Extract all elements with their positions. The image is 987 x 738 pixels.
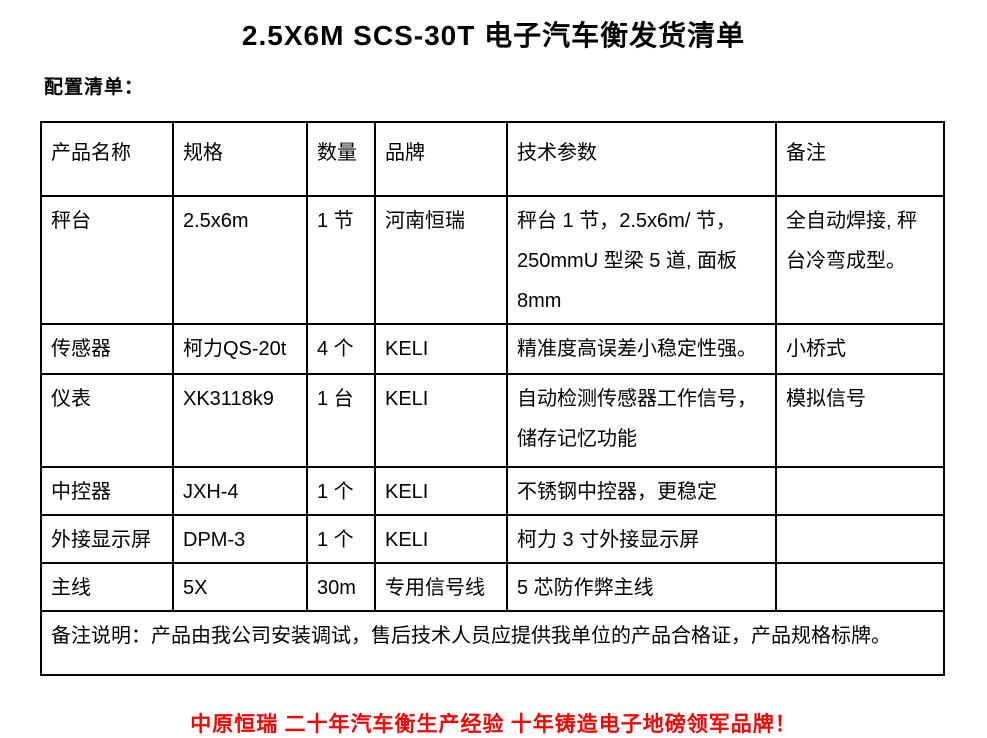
cell-quantity: 30m [306, 562, 376, 612]
cell-tech-params: 自动检测传感器工作信号，储存记忆功能 [506, 373, 777, 468]
col-header-product-name: 产品名称 [40, 121, 174, 197]
table-row-load-cell: 传感器 柯力QS-20t 4 个 KELI 精准度高误差小稳定性强。 小桥式 [40, 323, 945, 375]
table-footer-row: 备注说明：产品由我公司安装调试，售后技术人员应提供我单位的产品合格证，产品规格标… [40, 610, 945, 676]
table-header-row: 产品名称 规格 数量 品牌 技术参数 备注 [40, 121, 945, 197]
cell-remarks: 小桥式 [775, 323, 945, 375]
cell-brand: KELI [374, 466, 508, 516]
config-table: 产品名称 规格 数量 品牌 技术参数 备注 秤台 2.5x6m 1 节 河南恒瑞… [40, 121, 945, 676]
cell-quantity: 1 台 [306, 373, 376, 468]
cell-brand: KELI [374, 514, 508, 564]
cell-tech-params: 精准度高误差小稳定性强。 [506, 323, 777, 375]
cell-product-name: 仪表 [40, 373, 174, 468]
table-row-weighing-platform: 秤台 2.5x6m 1 节 河南恒瑞 秤台 1 节，2.5x6m/ 节，250m… [40, 195, 945, 325]
cell-tech-params: 5 芯防作弊主线 [506, 562, 777, 612]
cell-tech-params: 不锈钢中控器，更稳定 [506, 466, 777, 516]
cell-brand: KELI [374, 373, 508, 468]
section-label: 配置清单： [44, 77, 145, 98]
cell-quantity: 4 个 [306, 323, 376, 375]
cell-tech-params: 秤台 1 节，2.5x6m/ 节，250mmU 型梁 5 道, 面板 8mm [506, 195, 777, 325]
col-header-tech-params: 技术参数 [506, 121, 777, 197]
col-header-spec: 规格 [172, 121, 308, 197]
cell-spec: 5X [172, 562, 308, 612]
cell-product-name: 秤台 [40, 195, 174, 325]
col-header-brand: 品牌 [374, 121, 508, 197]
cell-remarks [775, 466, 945, 516]
cell-brand: KELI [374, 323, 508, 375]
brand-slogan: 中原恒瑞 二十年汽车衡生产经验 十年铸造电子地磅领军品牌！ [190, 712, 797, 736]
table-row-external-display: 外接显示屏 DPM-3 1 个 KELI 柯力 3 寸外接显示屏 [40, 514, 945, 564]
cell-brand: 河南恒瑞 [374, 195, 508, 325]
cell-brand: 专用信号线 [374, 562, 508, 612]
footer-note: 备注说明：产品由我公司安装调试，售后技术人员应提供我单位的产品合格证，产品规格标… [40, 610, 945, 676]
cell-remarks [775, 562, 945, 612]
cell-quantity: 1 节 [306, 195, 376, 325]
cell-spec: JXH-4 [172, 466, 308, 516]
cell-tech-params: 柯力 3 寸外接显示屏 [506, 514, 777, 564]
col-header-quantity: 数量 [306, 121, 376, 197]
cell-remarks: 全自动焊接, 秤台冷弯成型。 [775, 195, 945, 325]
cell-remarks: 模拟信号 [775, 373, 945, 468]
cell-quantity: 1 个 [306, 514, 376, 564]
cell-spec: DPM-3 [172, 514, 308, 564]
delivery-list-document: 2.5X6M SCS-30T 电子汽车衡发货清单 配置清单： 产品名称 规格 数… [40, 20, 945, 736]
table-row-junction-box: 中控器 JXH-4 1 个 KELI 不锈钢中控器，更稳定 [40, 466, 945, 516]
table-row-main-cable: 主线 5X 30m 专用信号线 5 芯防作弊主线 [40, 562, 945, 612]
document-title: 2.5X6M SCS-30T 电子汽车衡发货清单 [241, 20, 746, 51]
table-row-indicator: 仪表 XK3118k9 1 台 KELI 自动检测传感器工作信号，储存记忆功能 … [40, 373, 945, 468]
cell-spec: XK3118k9 [172, 373, 308, 468]
col-header-remarks: 备注 [775, 121, 945, 197]
cell-product-name: 传感器 [40, 323, 174, 375]
cell-product-name: 中控器 [40, 466, 174, 516]
cell-spec: 柯力QS-20t [172, 323, 308, 375]
cell-product-name: 主线 [40, 562, 174, 612]
cell-remarks [775, 514, 945, 564]
cell-product-name: 外接显示屏 [40, 514, 174, 564]
cell-quantity: 1 个 [306, 466, 376, 516]
cell-spec: 2.5x6m [172, 195, 308, 325]
